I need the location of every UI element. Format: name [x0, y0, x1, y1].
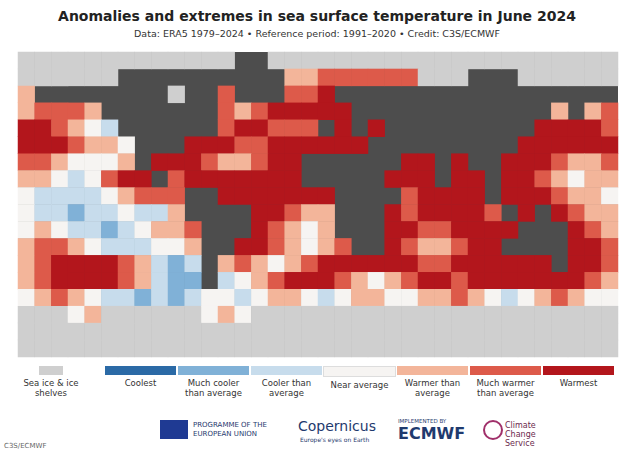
html-text:ECMWF: ECMWF	[398, 424, 466, 443]
html-text:Much cooler than average: Much cooler than average	[185, 378, 242, 398]
html-text:Much warmer than average: Much warmer than average	[476, 378, 535, 398]
html-text:Sea ice & ice shelves: Sea ice & ice shelves	[23, 378, 79, 398]
html-text:Climate Change Service: Climate Change Service	[505, 421, 536, 448]
html-text:IMPLEMENTED BY: IMPLEMENTED BY	[398, 418, 447, 424]
html-text:Warmest: Warmest	[559, 378, 598, 388]
html-text:Near average: Near average	[330, 380, 389, 390]
html-text:PROGRAMME OF THE EUROPEAN UNIO: PROGRAMME OF THE EUROPEAN UNION	[193, 421, 267, 438]
svg-text:Anomalies and extremes in sea: Anomalies and extremes in sea surface te…	[58, 8, 576, 24]
html-text:Cooler than average: Cooler than average	[261, 378, 312, 398]
html-text:C3S/ECMWF: C3S/ECMWF	[4, 442, 47, 450]
html-text:Europe's eyes on Earth: Europe's eyes on Earth	[300, 436, 370, 443]
html-text:Copernicus: Copernicus	[298, 418, 376, 434]
html-text:Coolest: Coolest	[124, 378, 157, 388]
html-text:Warmer than average: Warmer than average	[404, 378, 461, 398]
svg-text:Data: ERA5 1979–2024 • Referen: Data: ERA5 1979–2024 • Reference period:…	[134, 28, 500, 39]
